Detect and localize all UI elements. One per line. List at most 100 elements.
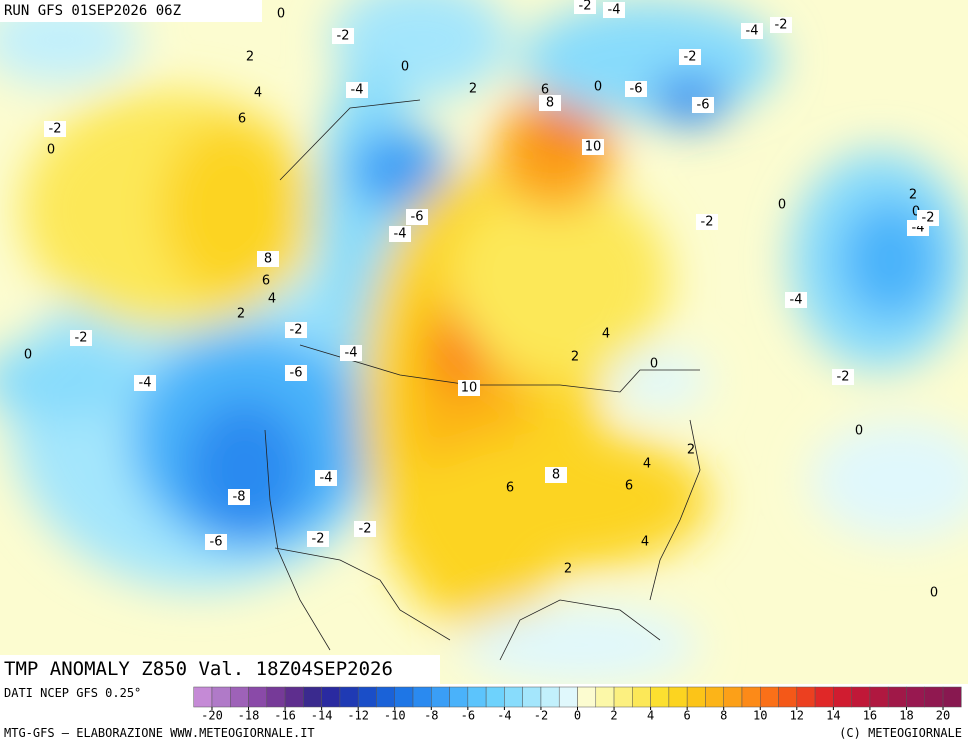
contour-label: -2 [75, 331, 88, 346]
contour-label: 4 [602, 327, 610, 342]
anomaly-blob [160, 120, 300, 300]
contour-label: 8 [264, 252, 272, 267]
contour-label: 6 [541, 83, 549, 98]
label-box [332, 28, 354, 44]
colorbar-swatch [887, 686, 907, 708]
colorbar-swatch [778, 686, 798, 708]
contour-label: -2 [684, 50, 697, 65]
colorbar-swatch [851, 686, 871, 708]
colorbar-tick-label: 4 [647, 709, 654, 723]
colorbar-tick-label: 12 [790, 709, 804, 723]
contour-label: 2 [246, 50, 254, 65]
colorbar-swatch [431, 686, 450, 708]
colorbar-tick-label: -8 [424, 709, 438, 723]
colorbar-swatch [595, 686, 615, 708]
contour-label: -4 [746, 24, 759, 39]
contour-label: -2 [49, 122, 62, 137]
contour-label: -4 [320, 471, 333, 486]
colorbar: -20 -18 -16 -14 -12 -10 -8 -6 -4 -2 0 2 4 6 8 10 12 14 16 1… [193, 686, 962, 723]
colorbar-swatch [522, 686, 542, 708]
contour-label: -2 [312, 532, 325, 547]
colorbar-tick-label: -6 [461, 709, 475, 723]
anomaly-blob [610, 350, 710, 410]
label-box [539, 95, 561, 111]
map: 0-2 -4-2 -4 -220-24 -4 2 680 -6-66-20 10020-4-2-… [0, 0, 968, 684]
colorbar-swatch [558, 686, 578, 708]
contour-label: 10 [461, 381, 478, 396]
contour-label: -2 [922, 211, 935, 226]
label-box [679, 49, 701, 65]
map-title: TMP ANOMALY Z850 Val. 18Z04SEP2026 [0, 655, 440, 684]
label-box [354, 521, 376, 537]
contour-label: 0 [912, 205, 920, 220]
label-box [346, 82, 368, 98]
anomaly-blob [410, 430, 710, 570]
anomaly-blob [185, 400, 305, 540]
contour-label: 0 [650, 357, 658, 372]
contour-label: -2 [337, 29, 350, 44]
label-box [582, 139, 604, 155]
colorbar-swatch [723, 686, 743, 708]
colorbar-tick-label: -10 [384, 709, 406, 723]
contour-label: 6 [238, 112, 246, 127]
contour-label: 2 [564, 562, 572, 577]
contour-label: 0 [47, 143, 55, 158]
contour-label: -6 [697, 98, 710, 113]
contour-label: 6 [625, 479, 633, 494]
run-title: RUN GFS 01SEP2026 06Z [0, 0, 262, 22]
anomaly-blob [0, 340, 140, 420]
label-box [205, 534, 227, 550]
colorbar-swatch [230, 686, 249, 708]
label-box [389, 226, 411, 242]
label-box [574, 0, 596, 14]
colorbar-swatch [632, 686, 651, 708]
contour-label: -2 [837, 370, 850, 385]
anomaly-blob [450, 180, 670, 380]
contour-label: -6 [630, 82, 643, 97]
contour-label: 8 [552, 468, 560, 483]
colorbar-swatch [906, 686, 925, 708]
colorbar-swatch [376, 686, 395, 708]
label-box [257, 251, 279, 267]
colorbar-swatch [467, 686, 487, 708]
contour-label: 6 [262, 274, 270, 289]
contour-label: 8 [546, 96, 554, 111]
colorbar-tick-label: 10 [753, 709, 767, 723]
colorbar-swatch [613, 686, 633, 708]
anomaly-blob [350, 130, 450, 210]
label-box [545, 467, 567, 483]
footer-right: (C) METEOGIORNALE [839, 726, 962, 740]
colorbar-swatch [211, 686, 231, 708]
contour-label: 2 [909, 188, 917, 203]
contour-label: 0 [24, 348, 32, 363]
colorbar-swatch [540, 686, 560, 708]
colorbar-tick-label: 14 [826, 709, 840, 723]
contour-label: 4 [641, 535, 649, 550]
contour-label: -4 [608, 3, 621, 18]
label-box [285, 322, 307, 338]
colorbar-tick-label: -16 [274, 709, 296, 723]
colorbar-swatch [303, 686, 322, 708]
colorbar-swatch [924, 686, 944, 708]
contour-label: -6 [210, 535, 223, 550]
contour-label: -2 [775, 18, 788, 33]
colorbar-swatch [577, 686, 597, 708]
colorbar-swatch [449, 686, 469, 708]
colorbar-swatch [284, 686, 304, 708]
colorbar-swatch [357, 686, 377, 708]
colorbar-tick-label: 8 [720, 709, 727, 723]
colorbar-swatch [869, 686, 889, 708]
colorbar-swatch [686, 686, 706, 708]
label-box [307, 531, 329, 547]
colorbar-swatch [760, 686, 779, 708]
colorbar-swatch [504, 686, 523, 708]
contour-label: 2 [687, 443, 695, 458]
contour-label: 4 [643, 457, 651, 472]
label-box [70, 330, 92, 346]
colorbar-swatch [705, 686, 724, 708]
contour-label: -2 [359, 522, 372, 537]
colorbar-tick-label: 6 [684, 709, 691, 723]
label-box [228, 489, 250, 505]
contour-label: 10 [585, 140, 602, 155]
label-box [315, 470, 337, 486]
